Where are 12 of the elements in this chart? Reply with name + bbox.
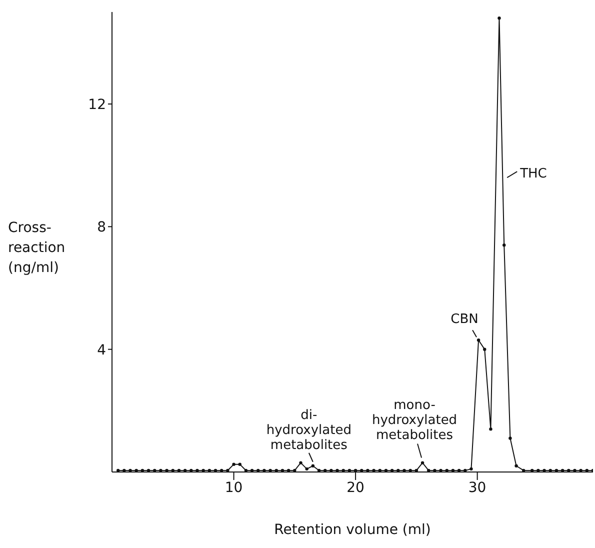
y-tick-label: 4 <box>97 342 106 358</box>
x-tick-label: 20 <box>346 480 364 496</box>
y-tick-label: 12 <box>88 96 106 113</box>
y-axis-title: Cross- reaction (ng/ml) <box>8 219 66 278</box>
x-tick-label: 10 <box>224 480 243 496</box>
annotation: THC <box>519 166 547 182</box>
y-tick-label: 8 <box>97 220 106 236</box>
annotation: mono- hydroxylated metabolites <box>372 398 458 443</box>
annotation: di- hydroxylated metabolites <box>266 408 352 453</box>
annotation: CBN <box>450 312 478 328</box>
x-axis-title: Retention volume (ml) <box>274 522 431 538</box>
x-tick-label: 30 <box>468 480 486 496</box>
